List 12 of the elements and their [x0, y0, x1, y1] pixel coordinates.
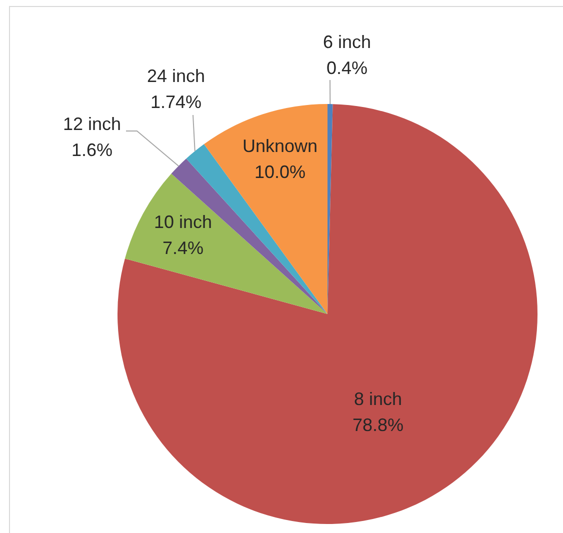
- slice-label: 10 inch: [154, 212, 212, 232]
- data-label: 1.6%: [71, 140, 113, 160]
- data-label: 78.8%: [352, 414, 404, 435]
- data-label: 1.74%: [150, 92, 202, 112]
- slice-label: 6 inch: [322, 32, 372, 52]
- slice-label: 12 inch: [62, 114, 122, 134]
- data-label: 7.4%: [162, 238, 204, 258]
- data-label: 0.4%: [326, 58, 368, 78]
- slice-label: Unknown: [242, 136, 318, 156]
- slice-label: 8 inch: [354, 388, 402, 409]
- slice-label: 24 inch: [146, 66, 206, 86]
- data-label: 10.0%: [254, 162, 306, 182]
